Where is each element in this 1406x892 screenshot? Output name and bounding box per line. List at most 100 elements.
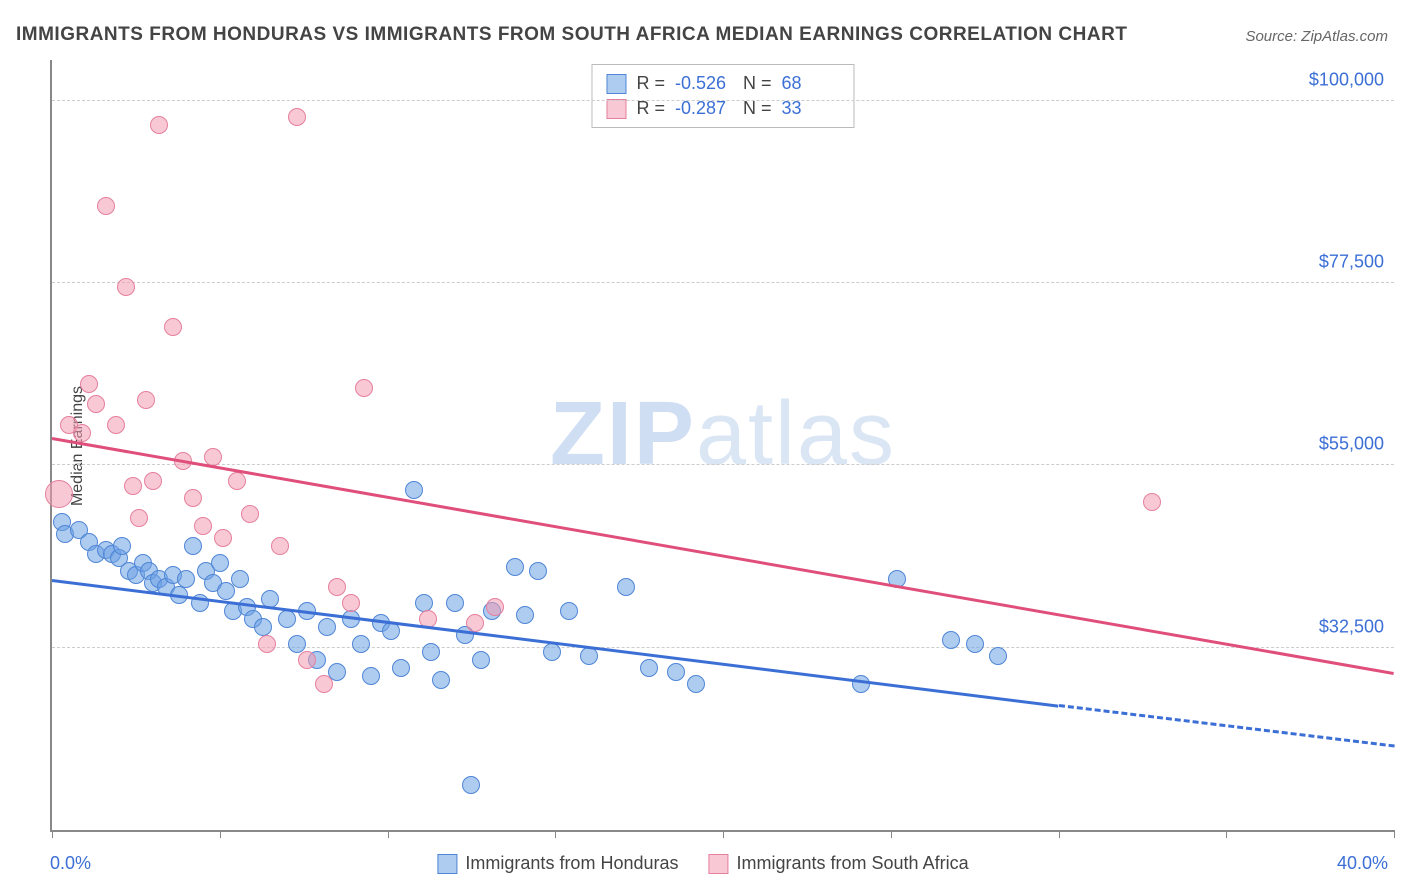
legend-swatch (606, 99, 626, 119)
watermark: ZIPatlas (550, 383, 896, 486)
x-tick (1394, 830, 1395, 838)
chart-title: IMMIGRANTS FROM HONDURAS VS IMMIGRANTS F… (16, 24, 1127, 46)
scatter-point (177, 570, 195, 588)
scatter-point (506, 558, 524, 576)
correlation-legend-row: R = -0.526 N = 68 (606, 71, 839, 96)
trend-line (52, 437, 1395, 675)
y-tick-label: $55,000 (1319, 434, 1384, 455)
scatter-point (288, 108, 306, 126)
scatter-point (1143, 493, 1161, 511)
scatter-point (254, 618, 272, 636)
n-label: N = (743, 73, 772, 94)
correlation-legend: R = -0.526 N = 68 R = -0.287 N = 33 (591, 64, 854, 128)
scatter-point (150, 116, 168, 134)
scatter-point (667, 663, 685, 681)
scatter-point (130, 509, 148, 527)
scatter-point (288, 635, 306, 653)
scatter-point (228, 472, 246, 490)
scatter-point (117, 278, 135, 296)
scatter-point (97, 197, 115, 215)
legend-swatch (437, 854, 457, 874)
r-label: R = (636, 73, 665, 94)
scatter-point (617, 578, 635, 596)
y-tick-label: $77,500 (1319, 251, 1384, 272)
source-attribution: Source: ZipAtlas.com (1245, 28, 1388, 45)
y-tick-label: $32,500 (1319, 616, 1384, 637)
scatter-point (87, 395, 105, 413)
scatter-point (415, 594, 433, 612)
scatter-point (194, 517, 212, 535)
watermark-bold: ZIP (550, 384, 696, 484)
legend-item: Immigrants from Honduras (437, 853, 678, 874)
scatter-point (298, 651, 316, 669)
r-value: -0.526 (675, 73, 733, 94)
trend-line (1058, 704, 1394, 748)
x-tick (52, 830, 53, 838)
scatter-point (271, 537, 289, 555)
scatter-point (422, 643, 440, 661)
y-tick-label: $100,000 (1309, 69, 1384, 90)
scatter-point (516, 606, 534, 624)
scatter-point (315, 675, 333, 693)
r-label: R = (636, 98, 665, 119)
scatter-point (80, 375, 98, 393)
scatter-point (392, 659, 410, 677)
scatter-point (543, 643, 561, 661)
scatter-point (164, 318, 182, 336)
scatter-point (966, 635, 984, 653)
scatter-point (529, 562, 547, 580)
scatter-point (462, 776, 480, 794)
x-tick (220, 830, 221, 838)
n-label: N = (743, 98, 772, 119)
plot-area: ZIPatlas R = -0.526 N = 68 R = -0.287 N = 33 $1… (50, 60, 1394, 832)
legend-item: Immigrants from South Africa (709, 853, 969, 874)
scatter-point (137, 391, 155, 409)
n-value: 68 (782, 73, 840, 94)
n-value: 33 (782, 98, 840, 119)
legend-swatch (709, 854, 729, 874)
scatter-point (318, 618, 336, 636)
r-value: -0.287 (675, 98, 733, 119)
scatter-point (184, 489, 202, 507)
scatter-point (113, 537, 131, 555)
gridline (52, 647, 1394, 648)
scatter-point (241, 505, 259, 523)
scatter-point (355, 379, 373, 397)
scatter-point (472, 651, 490, 669)
scatter-point (362, 667, 380, 685)
x-tick (891, 830, 892, 838)
legend-label: Immigrants from South Africa (737, 853, 969, 874)
x-tick (723, 830, 724, 838)
scatter-point (144, 472, 162, 490)
scatter-point (989, 647, 1007, 665)
scatter-point (278, 610, 296, 628)
scatter-point (342, 594, 360, 612)
scatter-point (231, 570, 249, 588)
scatter-point (687, 675, 705, 693)
watermark-light: atlas (696, 384, 896, 484)
scatter-point (214, 529, 232, 547)
gridline (52, 100, 1394, 101)
scatter-point (446, 594, 464, 612)
scatter-point (45, 480, 73, 508)
x-tick (1226, 830, 1227, 838)
scatter-point (560, 602, 578, 620)
scatter-point (486, 598, 504, 616)
scatter-point (942, 631, 960, 649)
x-tick (1059, 830, 1060, 838)
scatter-point (328, 578, 346, 596)
scatter-point (184, 537, 202, 555)
x-axis-min-label: 0.0% (50, 853, 91, 874)
gridline (52, 282, 1394, 283)
scatter-point (352, 635, 370, 653)
x-tick (388, 830, 389, 838)
scatter-point (852, 675, 870, 693)
gridline (52, 464, 1394, 465)
x-axis-max-label: 40.0% (1337, 853, 1388, 874)
scatter-point (258, 635, 276, 653)
legend-swatch (606, 74, 626, 94)
scatter-point (73, 424, 91, 442)
series-legend: Immigrants from Honduras Immigrants from … (437, 853, 968, 874)
scatter-point (640, 659, 658, 677)
scatter-point (124, 477, 142, 495)
